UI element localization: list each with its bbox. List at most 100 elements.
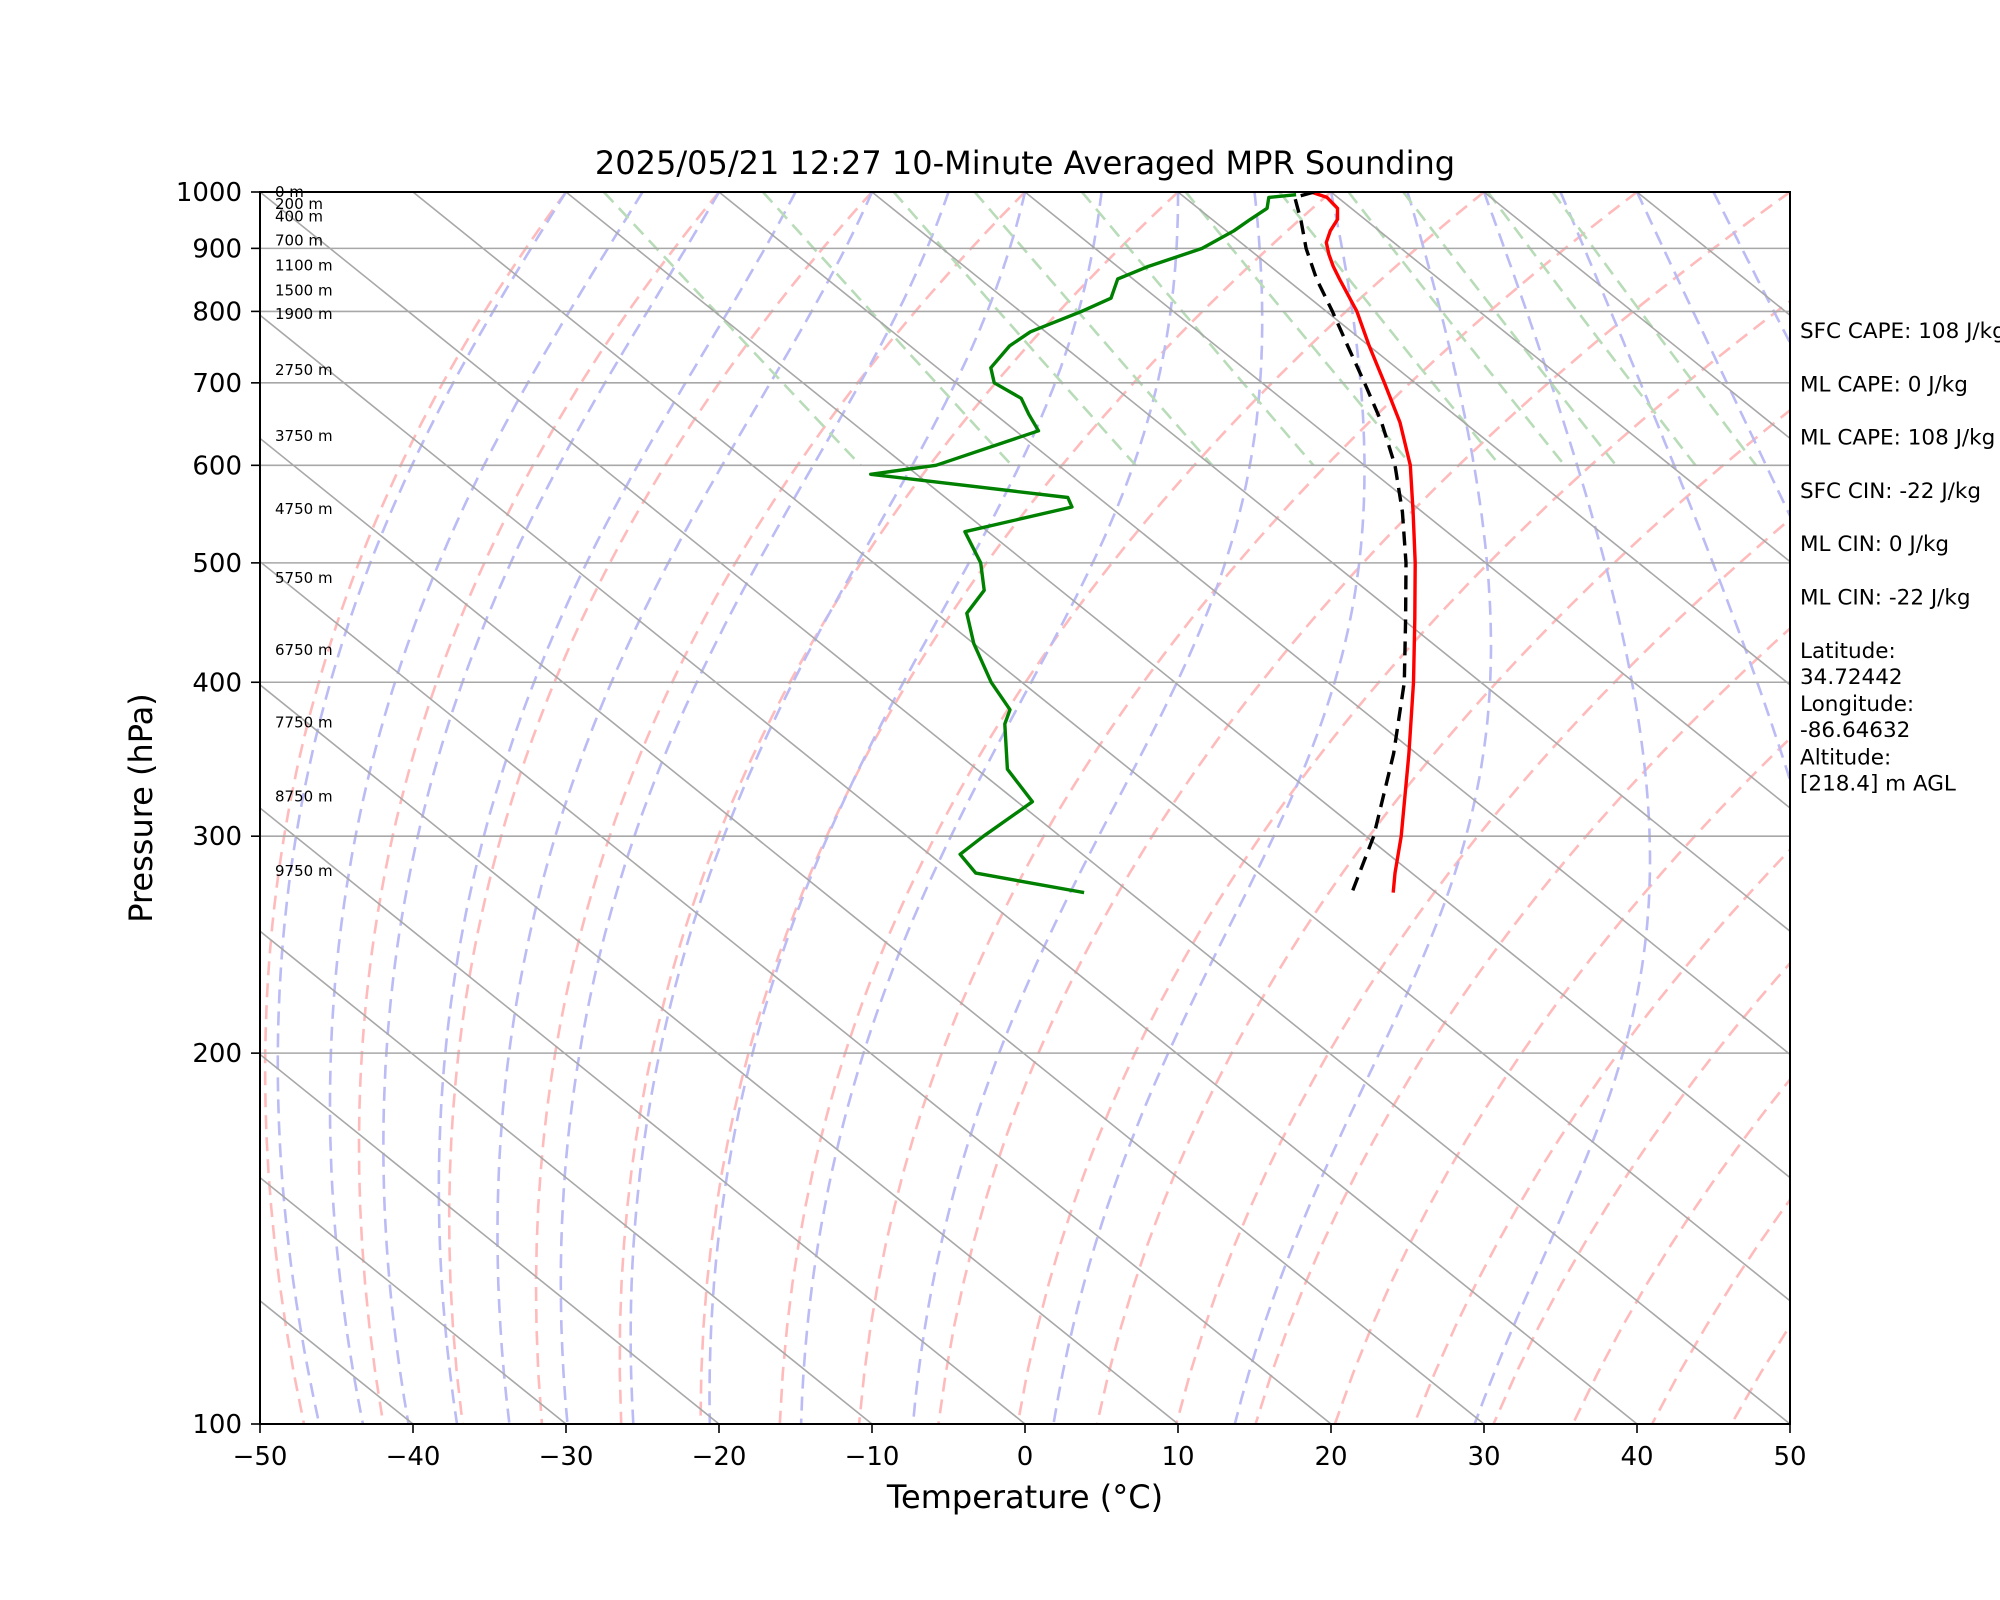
isotherm	[260, 437, 1485, 1424]
isotherm	[260, 806, 1026, 1424]
y-tick-label: 300	[192, 822, 242, 852]
dry-adiabat	[699, 192, 1332, 1424]
parcel-profile	[1293, 192, 1408, 894]
dry-adiabat	[1254, 626, 1790, 1424]
y-tick-label: 800	[192, 297, 242, 327]
dry-adiabat	[534, 192, 1026, 1424]
dry-adiabat	[357, 192, 721, 1424]
dry-adiabat	[1969, 192, 2000, 1424]
height-label: 2750 m	[275, 361, 333, 379]
isotherm	[1177, 192, 1790, 686]
height-label: 200 m	[275, 195, 323, 213]
y-axis-label: Pressure (hPa)	[122, 693, 160, 923]
sounding-info-item: SFC CIN: -22 J/kg	[1800, 479, 1981, 504]
isotherm	[1024, 192, 1790, 810]
dewpoint-profile	[869, 193, 1297, 895]
x-tick-label: −50	[233, 1442, 288, 1472]
y-axis: 100 200 300 400 500 600 700 800 900 1000	[176, 178, 260, 1440]
x-tick-label: 30	[1467, 1442, 1500, 1472]
isotherm	[260, 930, 873, 1424]
x-tick-label: −20	[692, 1442, 747, 1472]
moist-adiabat	[1052, 192, 1366, 1424]
isotherm	[260, 683, 1179, 1424]
mixing-ratio-line	[1486, 192, 1697, 467]
dry-adiabat	[618, 192, 1179, 1424]
y-tick-label: 100	[192, 1410, 242, 1440]
isotherm	[871, 192, 1790, 933]
moist-adiabat	[1635, 192, 1790, 519]
isotherm	[260, 314, 1638, 1424]
chart-title: 2025/05/21 12:27 10-Minute Averaged MPR …	[595, 144, 1455, 182]
isotherm	[260, 1176, 567, 1424]
y-tick-label: 500	[192, 549, 242, 579]
x-axis-label: Temperature (°C)	[886, 1478, 1163, 1516]
height-label: 1100 m	[275, 256, 333, 274]
height-label: 0 m	[275, 183, 304, 201]
x-tick-label: 40	[1620, 1442, 1653, 1472]
x-tick-label: −40	[386, 1442, 441, 1472]
sounding-info-item: ML CIN: 0 J/kg	[1800, 532, 1949, 557]
isotherm	[718, 192, 1790, 1056]
moist-adiabat	[629, 192, 1027, 1424]
mixing-ratio-line	[761, 192, 1013, 467]
height-label: 3750 m	[275, 427, 333, 445]
y-tick-label: 400	[192, 668, 242, 698]
height-label: 4750 m	[275, 500, 333, 518]
x-tick-label: 0	[1017, 1442, 1034, 1472]
height-label: 700 m	[275, 232, 323, 250]
isotherm	[260, 1053, 720, 1424]
dry-adiabat	[447, 192, 873, 1424]
sounding-info-panel: SFC CAPE: 108 J/kg ML CAPE: 0 J/kg ML CAPE…	[1800, 319, 2000, 796]
sounding-profiles	[869, 192, 1417, 895]
dry-adiabat	[857, 192, 1638, 1424]
x-axis: −50 −40 −30 −20 −10 0 10 20 30 40 50	[233, 1424, 1807, 1472]
height-label: 9750 m	[275, 862, 333, 880]
moist-adiabat	[1559, 192, 1790, 1424]
y-tick-label: 900	[192, 234, 242, 264]
moist-adiabat	[1233, 192, 1493, 1424]
height-label: 1900 m	[275, 305, 333, 323]
mixing-ratio-line	[892, 192, 1137, 467]
moist-adiabat	[708, 192, 1103, 1424]
mixing-ratio-line	[1184, 192, 1413, 467]
mixing-ratio-line	[1278, 192, 1501, 467]
height-label: 1500 m	[275, 281, 333, 299]
mixing-ratio-line	[1080, 192, 1315, 467]
isotherm	[1483, 192, 1790, 440]
height-label: 5750 m	[275, 569, 333, 587]
temperature-profile	[1310, 192, 1417, 893]
y-tick-label: 600	[192, 451, 242, 481]
moist-adiabat	[382, 192, 721, 1424]
height-label: 8750 m	[275, 788, 333, 806]
x-tick-label: 20	[1314, 1442, 1347, 1472]
isotherm	[1330, 192, 1790, 563]
sounding-info-item: ML CAPE: 108 J/kg	[1800, 426, 1995, 451]
sounding-info-item: ML CAPE: 0 J/kg	[1800, 372, 1968, 397]
mixing-ratio-line	[973, 192, 1214, 467]
moist-adiabat	[276, 192, 568, 1424]
isotherm	[412, 192, 1790, 1302]
sounding-info-item: Longitude: -86.64632	[1800, 692, 1914, 743]
sounding-info-item: Altitude: [218.4] m AGL	[1800, 745, 1956, 796]
x-tick-label: 50	[1773, 1442, 1806, 1472]
mixing-ratio-line	[1402, 192, 1618, 467]
dry-adiabat	[1016, 299, 1790, 1424]
x-tick-label: −30	[539, 1442, 594, 1472]
dry-adiabat	[1095, 408, 1790, 1424]
moist-adiabat	[559, 192, 950, 1424]
y-tick-label: 700	[192, 369, 242, 399]
moist-adiabat	[496, 192, 874, 1424]
y-tick-label: 200	[192, 1039, 242, 1069]
moist-adiabat	[1473, 192, 1652, 1424]
mixing-ratio-line	[1551, 192, 1758, 467]
sounding-info-item: Latitude: 34.72442	[1800, 639, 1903, 690]
moist-adiabat	[328, 192, 644, 1424]
isotherm	[260, 560, 1332, 1424]
moist-adiabat	[799, 192, 1180, 1424]
background-lines	[260, 192, 2000, 1424]
dry-adiabat	[778, 192, 1485, 1424]
x-tick-label: −10	[845, 1442, 900, 1472]
height-label: 400 m	[275, 208, 323, 226]
